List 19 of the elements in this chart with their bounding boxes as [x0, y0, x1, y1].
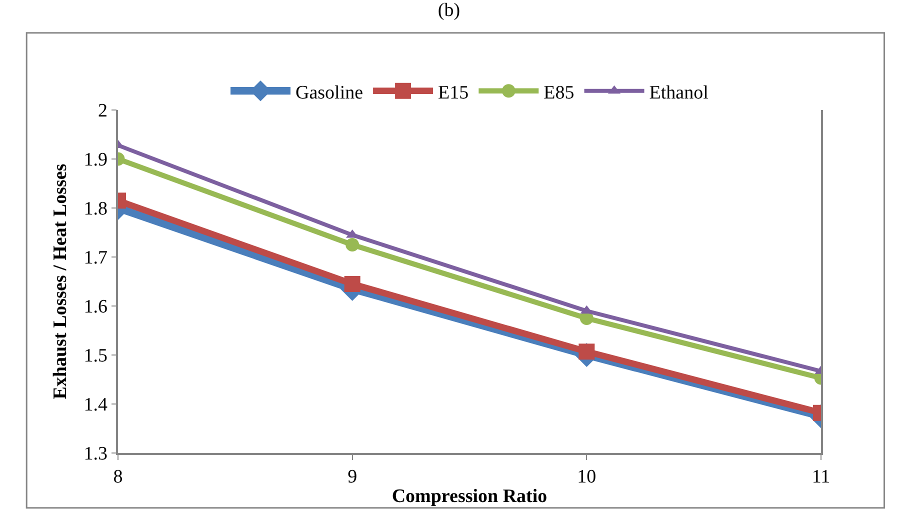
x-axis-title: Compression Ratio: [392, 486, 548, 507]
y-tick-label: 1.8: [84, 198, 108, 220]
legend-label: E85: [544, 82, 574, 104]
y-tick-label: 1.9: [84, 150, 108, 171]
y-tick-label: 1.3: [84, 444, 108, 465]
x-tick-label: 8: [113, 466, 123, 488]
y-tick-label: 1.4: [84, 394, 108, 416]
y-tick-label: 2: [98, 100, 108, 122]
x-tick-label: 10: [577, 466, 596, 488]
legend-label: Ethanol: [649, 82, 708, 104]
y-tick-label: 1.7: [84, 248, 108, 269]
y-tick-label: 1.5: [84, 346, 108, 367]
x-tick-label: 11: [812, 466, 830, 488]
legend-label: Gasoline: [296, 82, 364, 104]
y-tick-label: 1.6: [84, 296, 108, 318]
x-tick-label: 9: [348, 466, 358, 488]
legend-label: E15: [438, 82, 469, 104]
chart-title: (b): [438, 0, 460, 21]
y-axis-title: Exhaust Losses / Heat Losses: [50, 164, 72, 400]
